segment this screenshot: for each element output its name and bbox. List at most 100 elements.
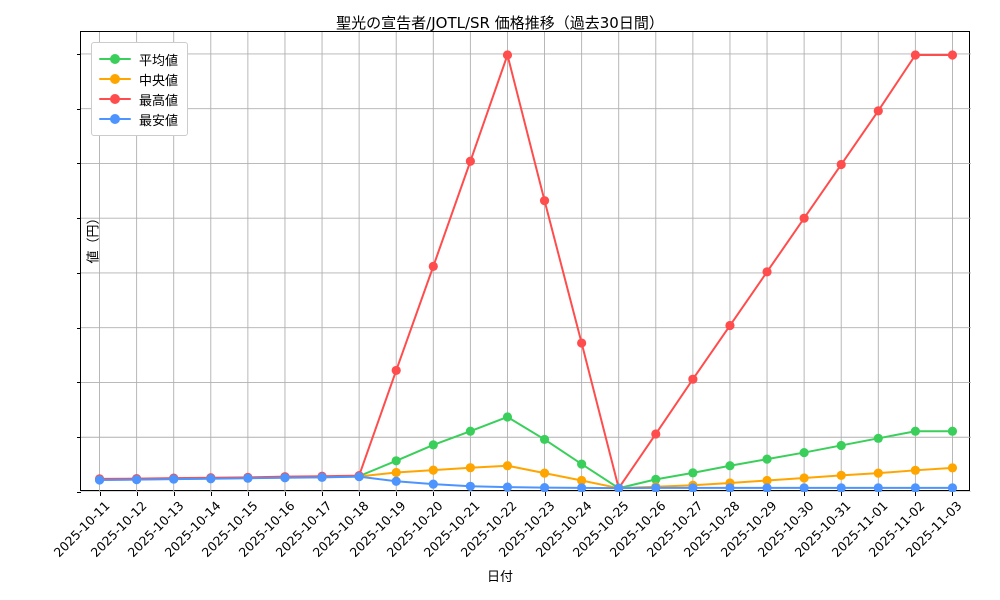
y-axis-label: 値（円）: [86, 211, 102, 264]
plot-area: 値（円） 05001000150020002500300035004000 20…: [50, 31, 971, 560]
data-point: [651, 474, 661, 484]
data-point: [577, 459, 587, 469]
series-markers: [94, 50, 958, 492]
data-point: [836, 159, 846, 170]
data-point: [688, 468, 698, 478]
data-point: [725, 483, 735, 492]
data-point: [947, 463, 958, 473]
x-tick-mark: [915, 492, 917, 496]
series-line-2: [98, 54, 954, 490]
data-point: [577, 475, 587, 486]
x-tick-mark: [692, 492, 694, 496]
series-lines: [98, 54, 954, 490]
x-tick-mark: [396, 492, 398, 496]
x-tick-mark: [618, 492, 620, 496]
x-tick-mark: [470, 492, 472, 496]
data-point: [317, 472, 327, 482]
x-tick-mark: [878, 492, 880, 496]
data-point: [502, 412, 513, 422]
data-point: [836, 440, 846, 451]
y-tick-mark: [77, 437, 81, 439]
data-point: [614, 483, 624, 492]
data-point: [910, 426, 920, 436]
x-tick-mark: [322, 492, 324, 496]
data-point: [947, 483, 958, 492]
data-point: [799, 213, 809, 223]
data-point: [577, 483, 587, 492]
data-point: [391, 365, 401, 376]
x-tick-mark: [99, 492, 101, 496]
series-line-3: [98, 475, 954, 490]
data-point: [947, 50, 958, 60]
x-tick-mark: [841, 492, 843, 496]
y-tick-mark: [77, 218, 81, 220]
legend-item-3[interactable]: 最安値: [99, 109, 178, 129]
data-point: [428, 440, 438, 450]
data-point: [502, 50, 513, 60]
data-point: [94, 475, 105, 485]
legend-label: 平均値: [139, 53, 179, 69]
data-point: [354, 472, 364, 482]
data-point: [873, 468, 883, 478]
data-point: [762, 454, 772, 464]
x-tick-mark: [136, 492, 138, 496]
x-tick-label: 2025-11-03: [903, 498, 966, 560]
x-tick-mark: [433, 492, 435, 496]
data-point: [873, 433, 883, 443]
legend-item-1[interactable]: 中央値: [99, 69, 178, 89]
data-point: [391, 456, 401, 466]
y-tick-mark: [77, 108, 81, 110]
legend-swatch-icon: [99, 52, 131, 66]
data-point: [391, 476, 401, 486]
x-tick-mark: [247, 492, 249, 496]
data-point: [465, 156, 475, 166]
data-point: [725, 461, 735, 471]
data-point: [910, 483, 920, 492]
data-point: [651, 429, 661, 439]
plot-svg: [81, 32, 971, 492]
x-tick-mark: [544, 492, 546, 496]
legend-swatch-icon: [99, 112, 131, 126]
legend-item-0[interactable]: 平均値: [99, 49, 178, 69]
data-point: [539, 483, 550, 492]
x-tick-mark: [284, 492, 286, 496]
data-point: [465, 463, 475, 473]
legend-label: 中央値: [139, 73, 179, 89]
data-point: [799, 447, 809, 458]
data-point: [428, 479, 438, 489]
x-tick-mark: [581, 492, 583, 496]
data-point: [465, 481, 475, 491]
data-point: [873, 483, 883, 492]
legend-item-2[interactable]: 最高値: [99, 89, 178, 109]
legend-label: 最安値: [139, 113, 179, 129]
y-tick-mark: [77, 327, 81, 329]
grid-lines: [81, 32, 971, 492]
data-point: [539, 468, 550, 478]
data-point: [762, 267, 772, 277]
data-point: [132, 475, 142, 485]
legend-swatch-icon: [99, 92, 131, 106]
data-point: [836, 483, 846, 492]
page-title: 聖光の宣告者/JOTL/SR 価格推移（過去30日間）: [336, 14, 664, 32]
y-tick-mark: [77, 53, 81, 55]
data-point: [762, 483, 772, 492]
data-point: [651, 483, 661, 492]
legend-label: 最高値: [139, 93, 179, 109]
y-tick-mark: [77, 382, 81, 384]
x-tick-mark: [655, 492, 657, 496]
data-point: [428, 465, 438, 475]
legend-swatch-icon: [99, 72, 131, 86]
x-tick-mark: [359, 492, 361, 496]
x-tick-mark: [767, 492, 769, 496]
data-point: [762, 475, 772, 486]
data-point: [539, 196, 550, 206]
data-point: [910, 50, 920, 60]
data-point: [539, 434, 550, 445]
x-tick-mark: [804, 492, 806, 496]
data-point: [280, 473, 290, 483]
data-point: [910, 465, 920, 475]
data-point: [502, 461, 513, 471]
data-point: [465, 426, 475, 436]
data-point: [799, 473, 809, 483]
